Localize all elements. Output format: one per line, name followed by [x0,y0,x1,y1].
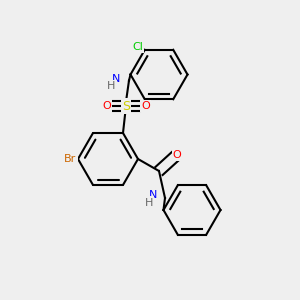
Text: O: O [141,101,150,111]
Text: H: H [145,197,153,208]
Text: O: O [102,101,111,111]
Text: H: H [107,81,116,91]
Text: N: N [149,190,158,200]
Text: O: O [172,149,182,160]
Text: S: S [122,100,130,112]
Text: Br: Br [64,154,76,164]
Text: Cl: Cl [132,42,143,52]
Text: N: N [112,74,120,84]
